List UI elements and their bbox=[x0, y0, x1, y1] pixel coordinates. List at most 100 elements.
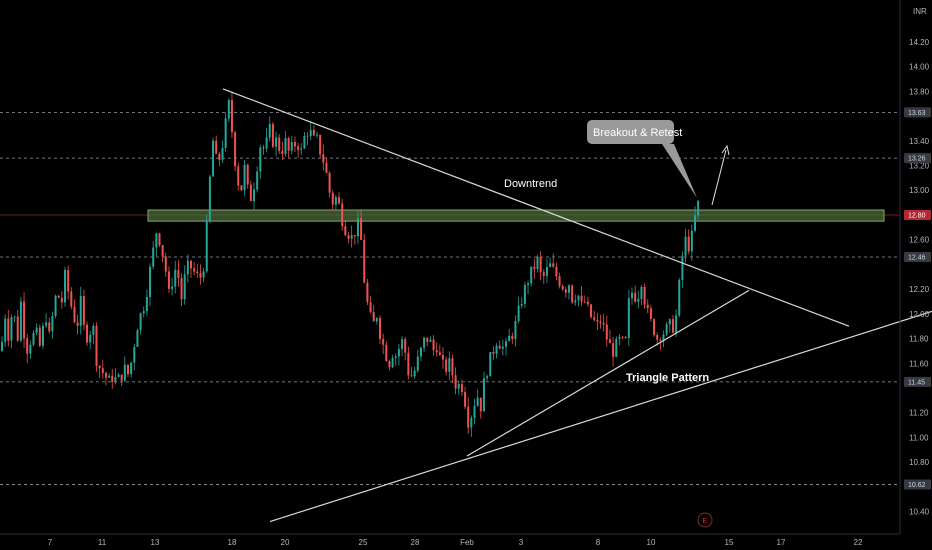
callout-pointer bbox=[662, 144, 697, 198]
projection-arrow bbox=[711, 144, 730, 206]
candle-body bbox=[372, 311, 375, 322]
candle-body bbox=[448, 358, 451, 372]
candle-body bbox=[687, 236, 690, 252]
price-tag-label: 11.45 bbox=[908, 379, 925, 386]
candle-body bbox=[397, 348, 400, 357]
candle-body bbox=[366, 282, 369, 303]
candle-body bbox=[284, 138, 287, 155]
earnings-marker[interactable]: E bbox=[697, 512, 713, 528]
candle-body bbox=[205, 221, 208, 272]
candle-body bbox=[536, 256, 539, 270]
candle-body bbox=[394, 356, 397, 358]
candle-body bbox=[130, 362, 133, 375]
candle-body bbox=[271, 124, 274, 147]
candle-body bbox=[388, 361, 391, 368]
candle-body bbox=[470, 417, 473, 428]
candle-body bbox=[202, 271, 205, 278]
candle-body bbox=[423, 337, 426, 348]
candle-body bbox=[325, 162, 328, 173]
candle-body bbox=[256, 171, 259, 190]
time-tick-label: 10 bbox=[647, 538, 656, 547]
candle-body bbox=[268, 124, 271, 138]
candle-body bbox=[653, 319, 656, 336]
time-tick-label: 15 bbox=[725, 538, 734, 547]
candle-body bbox=[558, 276, 561, 286]
candle-body bbox=[413, 370, 416, 377]
candle-body bbox=[171, 286, 174, 289]
candle-body bbox=[334, 197, 337, 205]
candle-body bbox=[407, 352, 410, 376]
candle-body bbox=[580, 295, 583, 302]
time-tick-label: 7 bbox=[48, 538, 53, 547]
triangle-support-line[interactable] bbox=[466, 289, 750, 457]
candle-body bbox=[60, 297, 63, 303]
price-tag-box bbox=[904, 376, 931, 387]
candle-body bbox=[328, 172, 331, 193]
candle-body bbox=[385, 344, 388, 362]
candle-body bbox=[246, 164, 249, 185]
candle-body bbox=[287, 138, 290, 151]
price-tag-label: 13.63 bbox=[908, 110, 926, 117]
candle-body bbox=[555, 266, 558, 277]
candle-body bbox=[457, 383, 460, 389]
candle-body bbox=[640, 286, 643, 299]
candle-body bbox=[593, 317, 596, 320]
candle-body bbox=[230, 100, 233, 133]
candle-body bbox=[678, 279, 681, 316]
long-support-line[interactable] bbox=[269, 310, 932, 523]
candle-body bbox=[227, 100, 230, 119]
price-tag-box bbox=[904, 107, 931, 118]
candle-body bbox=[70, 291, 73, 307]
candle-body bbox=[659, 339, 662, 341]
candle-body bbox=[690, 230, 693, 252]
candle-body bbox=[401, 339, 404, 349]
candle-body bbox=[442, 354, 444, 360]
time-tick-label: 13 bbox=[151, 538, 160, 547]
candle-body bbox=[1, 341, 3, 351]
candle-body bbox=[54, 295, 57, 317]
candle-body bbox=[501, 346, 504, 349]
candle-body bbox=[92, 325, 95, 335]
candle-body bbox=[564, 289, 567, 293]
candle-body bbox=[309, 129, 312, 136]
candle-body bbox=[618, 336, 621, 339]
candle-body bbox=[432, 339, 435, 351]
candle-body bbox=[293, 141, 296, 147]
candle-body bbox=[391, 357, 394, 368]
candle-body bbox=[240, 185, 243, 191]
candle-body bbox=[7, 318, 10, 341]
candle-body bbox=[615, 338, 618, 357]
candle-body bbox=[114, 376, 117, 382]
candle-body bbox=[624, 337, 627, 338]
price-tick-label: 12.00 bbox=[909, 310, 930, 319]
downtrend-line[interactable] bbox=[222, 88, 850, 327]
price-tick-label: 13.80 bbox=[909, 87, 930, 96]
candle-body bbox=[76, 322, 79, 326]
candle-body bbox=[347, 235, 350, 239]
price-tick-label: 11.80 bbox=[909, 335, 929, 344]
time-tick-label: Feb bbox=[460, 538, 474, 547]
candle-body bbox=[505, 341, 507, 347]
candle-body bbox=[577, 295, 580, 301]
time-axis[interactable]: 7 11 13 18 20 25 28 Feb 3 8 10 15 17 22 bbox=[0, 533, 900, 547]
candle-body bbox=[38, 327, 41, 346]
trendlines bbox=[222, 88, 932, 523]
candle-body bbox=[149, 266, 152, 298]
candle-body bbox=[344, 226, 347, 236]
candle-body bbox=[552, 263, 555, 267]
candle-body bbox=[671, 319, 674, 333]
candle-body bbox=[10, 317, 13, 341]
candle-body bbox=[498, 345, 501, 349]
candle-body bbox=[429, 339, 432, 342]
price-axis[interactable]: INR 14.20 14.00 13.80 13.40 13.20 13.00 12.60 1… bbox=[899, 0, 931, 534]
price-tick-label: 13.20 bbox=[909, 162, 930, 171]
candle-body bbox=[665, 324, 668, 335]
candle-body bbox=[410, 375, 413, 377]
candle-body bbox=[312, 129, 315, 136]
breakout-callout[interactable]: Breakout & Retest bbox=[587, 120, 697, 198]
candle-body bbox=[404, 339, 407, 353]
candle-body bbox=[568, 285, 570, 293]
candle-body bbox=[290, 141, 293, 151]
candle-body bbox=[212, 140, 215, 177]
